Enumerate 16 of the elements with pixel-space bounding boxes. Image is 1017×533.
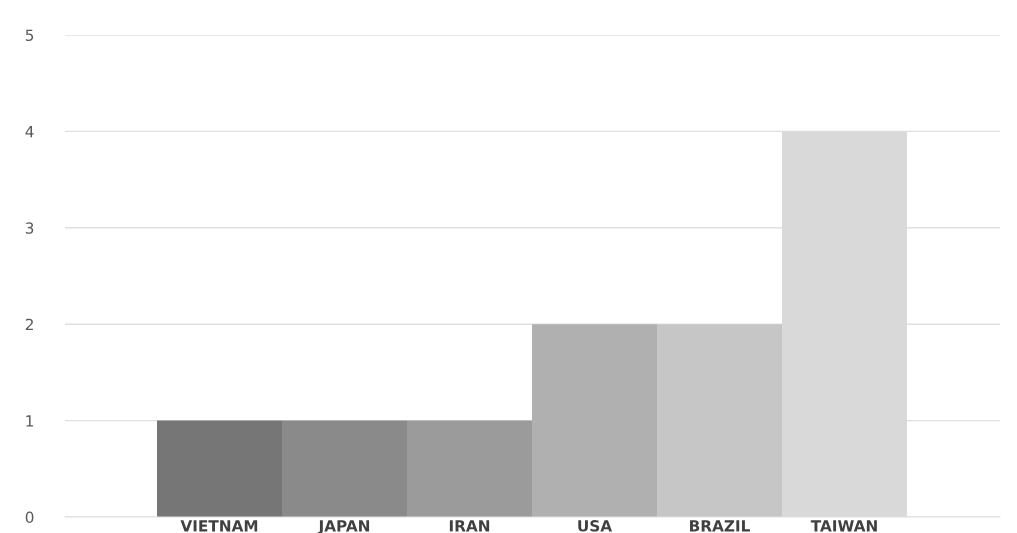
x-tick-label: USA — [578, 520, 613, 532]
y-tick-label: 0 — [25, 511, 34, 524]
y-tick-label: 5 — [25, 29, 34, 42]
x-tick-label: TAIWAN — [810, 520, 877, 532]
y-tick-label: 3 — [25, 222, 34, 234]
bar — [407, 420, 532, 517]
bar — [282, 420, 407, 517]
x-tick-label: BRAZIL — [690, 520, 750, 532]
x-tick-label: IRAN — [449, 520, 490, 532]
bar — [157, 420, 282, 517]
bar — [657, 324, 782, 517]
x-tick-label: VIETNAM — [180, 520, 258, 532]
bar — [532, 324, 657, 517]
y-tick-label: 2 — [25, 318, 33, 330]
y-tick-label: 1 — [26, 415, 34, 427]
y-tick-label: 4 — [25, 126, 34, 138]
